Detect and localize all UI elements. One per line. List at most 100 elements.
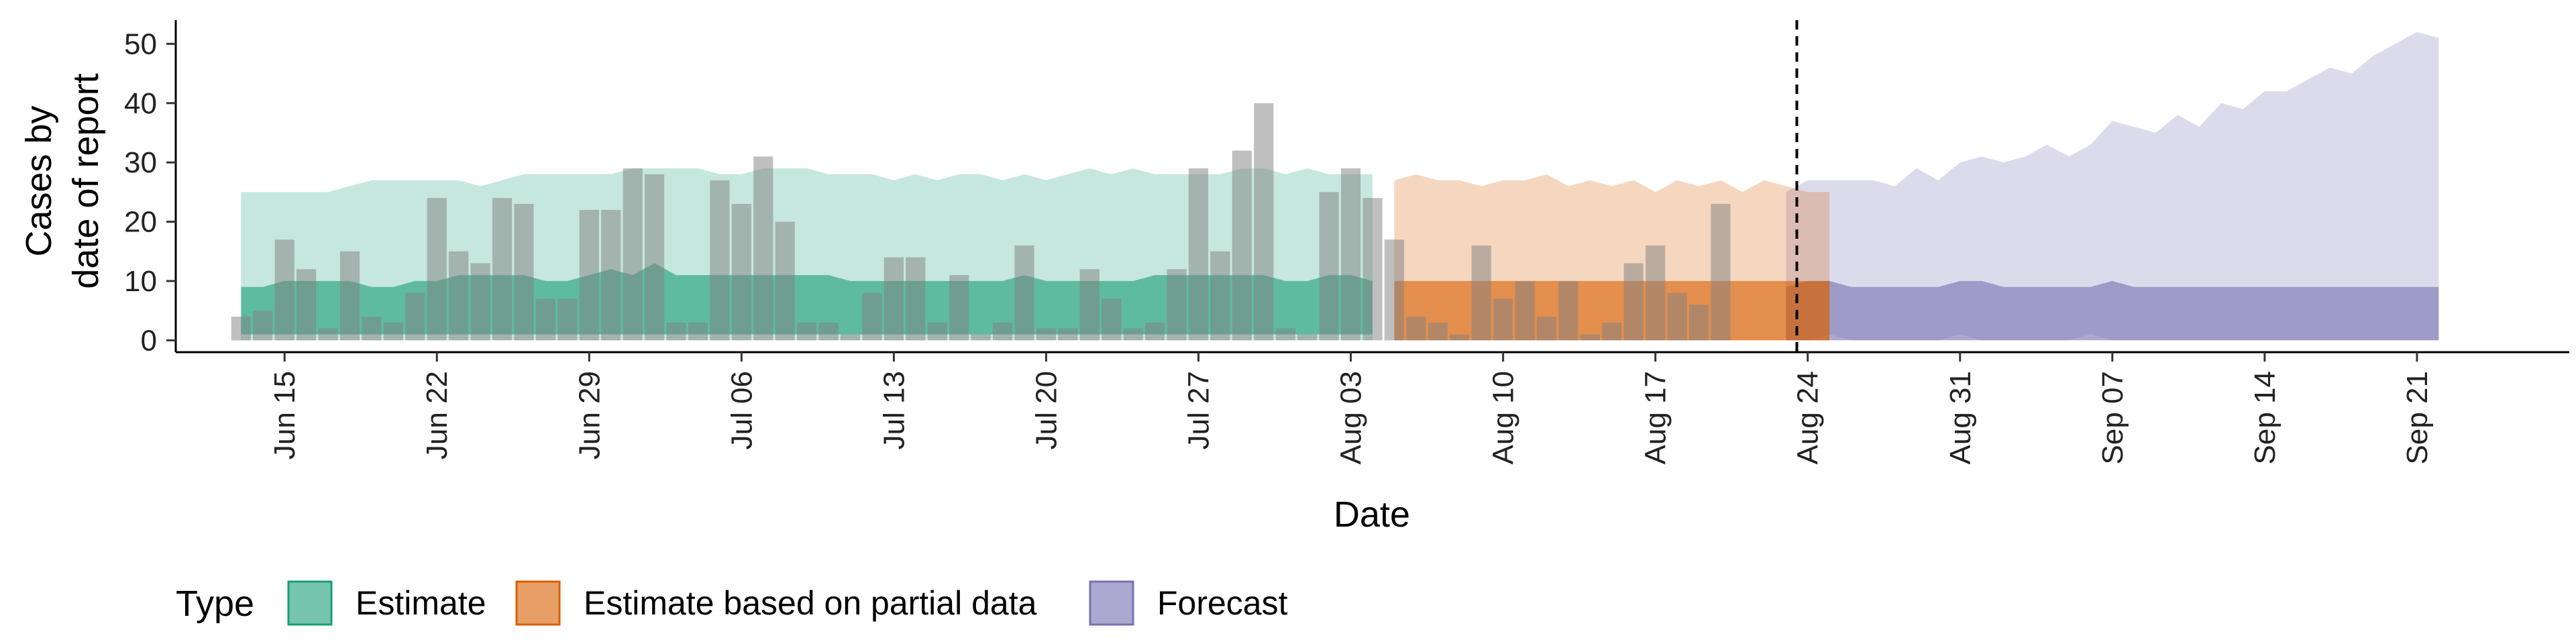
forecast-outer-band — [1786, 32, 2439, 341]
x-tick-label: Jul 13 — [877, 371, 910, 449]
case-bar — [557, 299, 578, 341]
x-tick-label: Sep 14 — [2249, 371, 2282, 464]
x-tick-label: Jun 29 — [573, 371, 606, 460]
x-tick-label: Aug 03 — [1335, 371, 1368, 464]
case-bar — [383, 322, 403, 341]
case-bar — [1036, 328, 1057, 341]
case-bar — [1167, 269, 1187, 341]
case-bar — [1254, 103, 1274, 341]
y-tick-label: 40 — [124, 87, 157, 120]
case-bar — [1688, 305, 1709, 341]
case-bar — [231, 317, 251, 341]
case-bar — [1275, 328, 1295, 341]
case-bar — [492, 198, 513, 341]
case-bar — [601, 209, 621, 341]
case-bar — [623, 168, 643, 341]
case-bar — [1079, 269, 1099, 341]
x-tick-label: Aug 24 — [1792, 371, 1825, 464]
forecast-series — [1786, 32, 2439, 341]
x-tick-label: Aug 31 — [1944, 371, 1977, 464]
case-bar — [862, 292, 882, 341]
case-bar — [362, 317, 382, 341]
y-axis-title-line-1: Cases by — [19, 105, 59, 256]
x-axis-ticks: Jun 15 Jun 22 Jun 29 Jul 06 Jul 13 Jul 20 Jul … — [268, 352, 2434, 464]
case-bar — [1014, 245, 1034, 341]
case-bar — [470, 263, 490, 341]
y-tick-label: 20 — [124, 206, 157, 239]
case-bar — [818, 322, 839, 341]
case-bar — [1341, 168, 1361, 341]
y-tick-label: 30 — [124, 146, 157, 179]
case-bar — [1515, 280, 1535, 341]
case-bar — [1058, 328, 1078, 341]
partial-data-series — [1394, 174, 1830, 341]
case-bar — [1406, 317, 1426, 341]
y-axis-title-line-2: date of report — [66, 73, 106, 288]
case-bar — [1102, 299, 1122, 341]
case-bar — [297, 269, 317, 341]
case-bar — [1384, 239, 1404, 341]
case-bar — [1602, 322, 1622, 341]
legend-key-forecast — [1089, 580, 1134, 626]
case-bar — [1536, 317, 1557, 341]
axes — [174, 20, 2569, 354]
case-bar — [1362, 198, 1383, 341]
case-bar — [688, 322, 708, 341]
reported-cases-bars — [231, 103, 1731, 341]
case-bar — [1580, 334, 1600, 341]
case-bar — [514, 204, 534, 341]
case-bar — [1123, 328, 1143, 341]
case-bar — [731, 204, 751, 341]
case-bar — [427, 198, 447, 341]
case-bar — [449, 251, 469, 341]
x-tick-label: Jun 22 — [421, 371, 453, 460]
x-tick-label: Jul 27 — [1183, 371, 1216, 449]
legend-label-forecast: Forecast — [1157, 584, 1288, 622]
case-bar — [949, 275, 969, 341]
case-bar — [274, 239, 294, 341]
case-bar — [1558, 280, 1578, 341]
case-bar — [579, 209, 599, 341]
x-tick-label: Aug 10 — [1487, 371, 1520, 464]
y-tick-label: 10 — [124, 265, 157, 298]
case-bar — [1471, 245, 1491, 341]
case-bar — [775, 221, 795, 341]
y-tick-label: 50 — [124, 28, 157, 60]
y-tick-label: 0 — [141, 324, 157, 357]
case-bar — [1428, 322, 1448, 341]
case-bar — [1297, 334, 1318, 341]
case-bar — [1145, 322, 1165, 341]
case-bar — [645, 174, 665, 341]
case-bar — [339, 251, 360, 341]
case-bar — [906, 257, 926, 341]
case-bar — [535, 299, 555, 341]
case-bar — [1450, 334, 1470, 341]
x-tick-label: Jul 06 — [725, 371, 758, 449]
case-bar — [797, 322, 817, 341]
case-bar — [840, 334, 861, 341]
case-bar — [1667, 292, 1687, 341]
x-tick-label: Sep 21 — [2401, 371, 2434, 464]
y-axis-ticks: 0 10 20 30 40 50 — [124, 28, 176, 357]
legend-key-partial — [515, 580, 561, 626]
case-bar — [1319, 192, 1339, 341]
case-bar — [971, 334, 991, 341]
case-bar — [993, 322, 1013, 341]
case-bar — [1711, 204, 1731, 341]
x-tick-label: Jul 20 — [1030, 371, 1063, 449]
case-bar — [1493, 299, 1513, 341]
case-bar — [253, 311, 273, 341]
case-bar — [666, 322, 686, 341]
case-bar — [1623, 263, 1644, 341]
case-bar — [927, 322, 947, 341]
legend-label-estimate: Estimate — [356, 584, 486, 622]
case-bar — [1188, 168, 1209, 341]
legend-label-partial: Estimate based on partial data — [584, 584, 1037, 622]
case-bar — [405, 292, 425, 341]
x-tick-label: Jun 15 — [268, 371, 301, 460]
case-bar — [883, 257, 904, 341]
case-bar — [1210, 251, 1230, 341]
legend: Type Estimate Estimate based on partial … — [176, 580, 1288, 626]
forecast-inner-band — [1786, 280, 2439, 341]
